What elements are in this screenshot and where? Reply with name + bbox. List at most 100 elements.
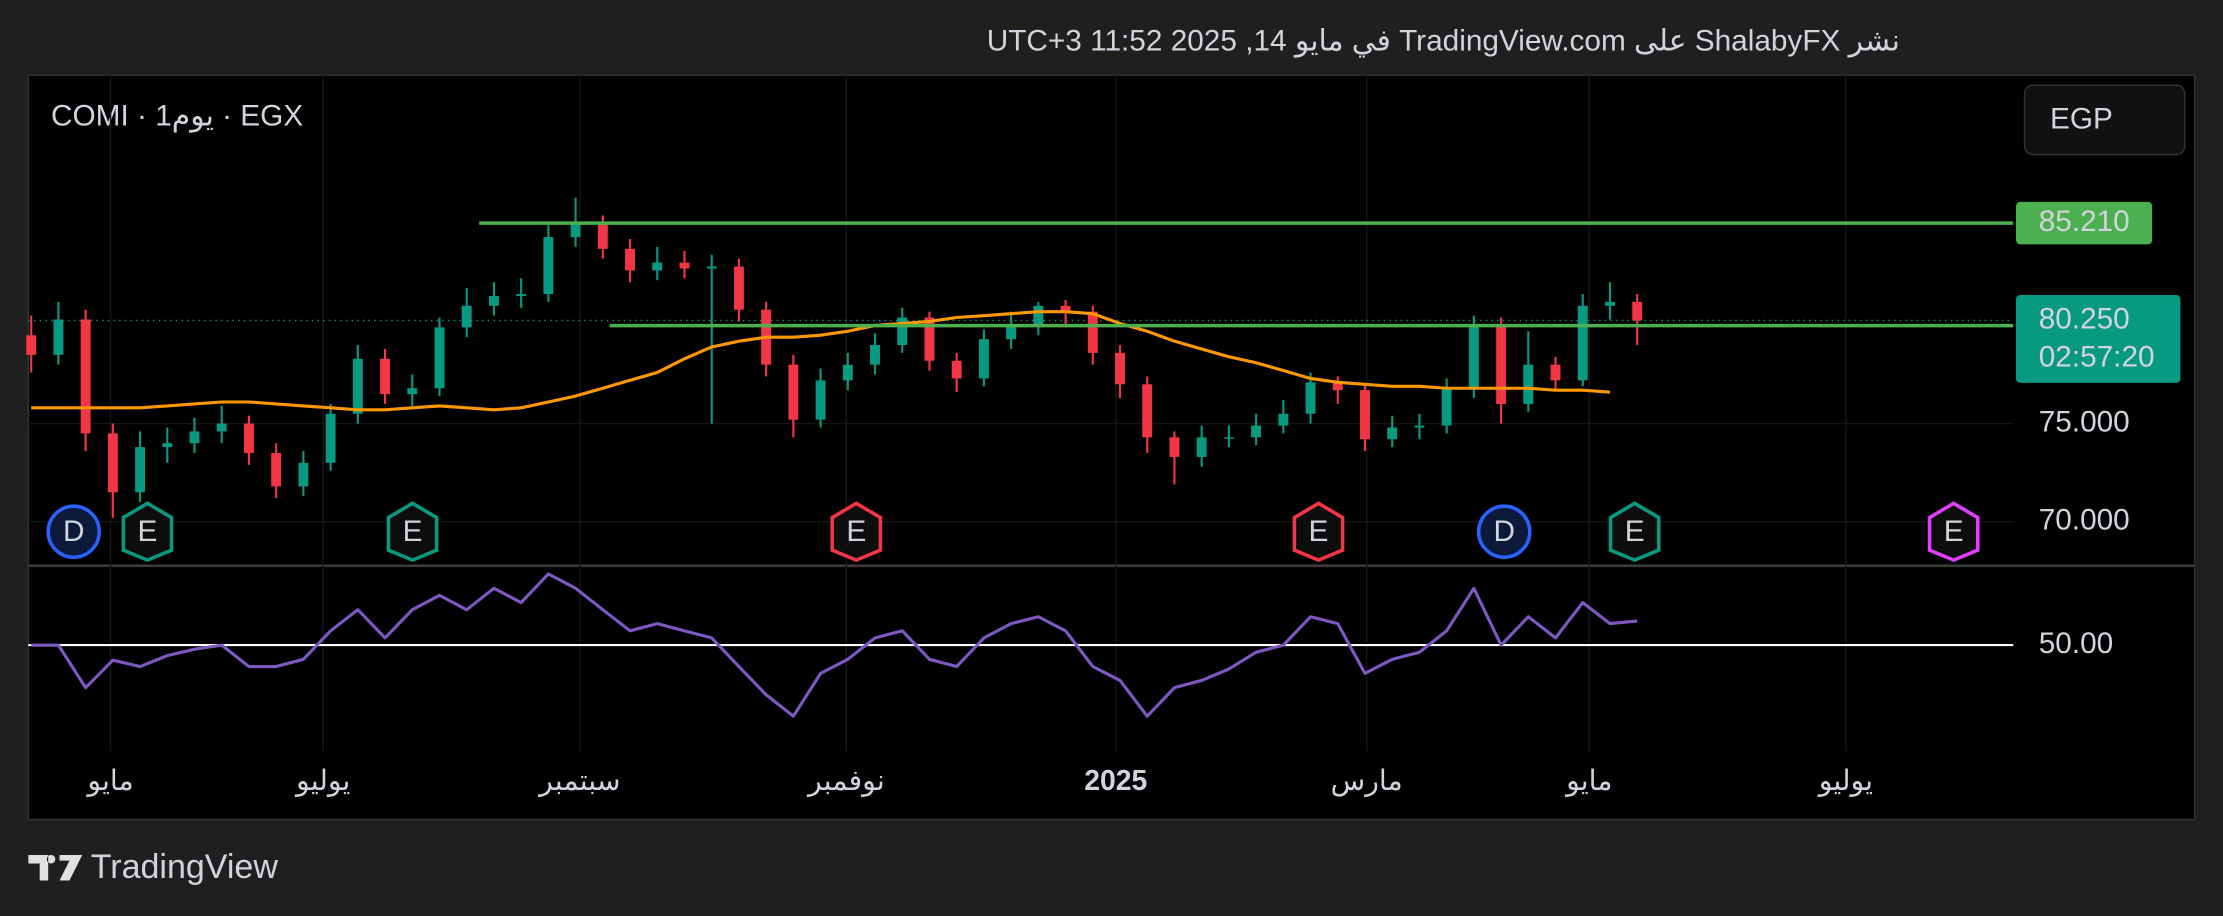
candle-body: [325, 413, 336, 463]
candle-body: [189, 431, 200, 444]
candle-body: [488, 295, 499, 306]
event-earnings: [830, 501, 883, 562]
currency: EGP: [2050, 102, 2113, 135]
candle-body: [706, 266, 717, 269]
candle-body: [842, 364, 853, 381]
candle-body: [1332, 382, 1343, 391]
x-tick-label: 2025: [1084, 765, 1147, 797]
x-tick-label: يوليو: [1817, 765, 1873, 797]
event-label: E: [1944, 515, 1964, 548]
chart-frame: [27, 74, 2196, 821]
level-label: 85.210: [2039, 205, 2130, 238]
last-price-box: [2016, 294, 2181, 383]
candle-body: [1251, 425, 1262, 438]
candle-body: [461, 305, 472, 328]
candle-body: [924, 317, 935, 361]
logo-mark: [28, 854, 83, 881]
y-tick-label: 70.000: [2039, 504, 2130, 537]
candle-body: [135, 447, 146, 493]
event-earnings: [1608, 501, 1661, 562]
event-label: E: [1309, 515, 1329, 548]
last-price-label: 80.250: [2039, 302, 2130, 335]
candle-body: [978, 339, 989, 379]
candle-body: [107, 433, 118, 493]
event-earnings: [386, 501, 439, 562]
candle-body: [597, 223, 608, 249]
y-tick-label: 75.000: [2039, 405, 2130, 438]
candle-body: [1033, 305, 1044, 326]
level-label-box: [2016, 201, 2153, 245]
candle-body: [271, 453, 282, 487]
logo: [28, 854, 83, 881]
candle-body: [162, 443, 173, 448]
x-tick-label: مايو: [85, 765, 133, 797]
candle-body: [1278, 413, 1289, 426]
event-dividend: [1476, 504, 1532, 560]
candle-body: [1632, 301, 1643, 321]
event-dividend: [46, 504, 102, 560]
event-label: D: [1493, 515, 1514, 548]
countdown: 02:57:20: [2039, 341, 2155, 374]
candle-body: [53, 319, 64, 355]
brand: TradingView: [91, 848, 279, 886]
candle-body: [243, 423, 254, 454]
candle-body: [1468, 325, 1479, 389]
candle-body: [1223, 437, 1234, 439]
moving-average: [31, 310, 1611, 412]
candle-body: [1414, 425, 1425, 428]
candle-body: [1496, 325, 1507, 404]
candle-body: [1115, 352, 1125, 385]
candle-body: [733, 266, 744, 310]
candle-body: [352, 358, 363, 414]
candle-body: [1360, 390, 1370, 440]
candle-body: [1523, 364, 1534, 404]
candle-body: [298, 462, 309, 487]
candle-body: [1550, 364, 1561, 381]
candle-body: [679, 262, 690, 269]
y-tick-label: 50.00: [2039, 627, 2114, 660]
candle-body: [1387, 427, 1398, 440]
event-label: E: [846, 515, 866, 548]
candle-body: [897, 317, 908, 346]
candle-body: [543, 237, 554, 294]
candle-body: [26, 335, 37, 355]
candle-body: [1196, 437, 1207, 457]
candle-body: [870, 345, 880, 365]
candle-body: [1305, 382, 1316, 414]
candle-body: [1006, 325, 1017, 340]
candle-body: [625, 248, 636, 271]
moving-average: [31, 572, 1638, 718]
x-tick-label: مارس: [1331, 765, 1403, 797]
candle-body: [788, 364, 799, 420]
candle-body: [407, 388, 418, 395]
currency-button[interactable]: [2023, 84, 2186, 156]
x-tick-label: يوليو: [294, 765, 350, 797]
event-label: E: [403, 515, 423, 548]
candle-body: [1169, 437, 1180, 457]
candle-body: [1441, 388, 1452, 426]
candle-body: [1060, 305, 1071, 312]
candle-body: [1087, 311, 1098, 353]
x-tick-label: سبتمبر: [537, 765, 620, 797]
symbol: COMI · 1يوم · EGX: [51, 100, 303, 133]
plot: مايو يوليو سبتمبر نوفمبر 2025 مارس مايو يوليو 70…: [26, 75, 2181, 797]
candle-body: [380, 358, 391, 395]
header-text: نشر ShalabyFX على TradingView.com في ماي…: [987, 24, 1900, 58]
candle-body: [516, 293, 527, 296]
candle-body: [434, 327, 445, 389]
candle-body: [1605, 301, 1615, 306]
event-earnings: [1292, 501, 1345, 562]
candle-body: [815, 380, 826, 420]
candle-body: [652, 262, 663, 271]
candle-body: [80, 319, 91, 434]
event-label: E: [138, 515, 158, 548]
candle-body: [1577, 305, 1588, 381]
event-label: D: [63, 515, 85, 548]
x-tick-label: مايو: [1564, 765, 1612, 797]
event-earnings: [1927, 501, 1980, 562]
event-label: E: [1625, 515, 1645, 548]
candle-body: [951, 360, 962, 379]
candle-body: [570, 223, 581, 238]
